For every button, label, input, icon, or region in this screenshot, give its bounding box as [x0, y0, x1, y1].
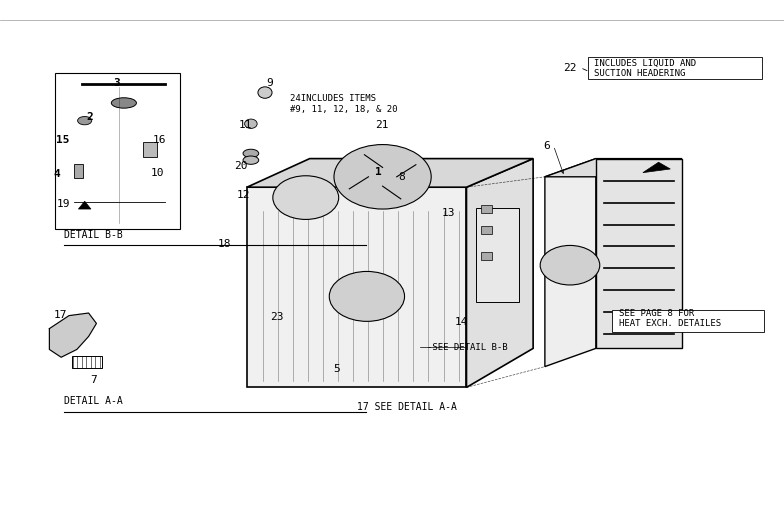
Text: INCLUDES LIQUID AND
SUCTION HEADERING: INCLUDES LIQUID AND SUCTION HEADERING — [594, 59, 696, 79]
Text: 14: 14 — [455, 317, 468, 328]
Bar — [481, 252, 492, 260]
Text: 9: 9 — [267, 78, 274, 88]
Text: 3: 3 — [114, 78, 121, 88]
Polygon shape — [545, 159, 682, 177]
Text: -SEE DETAIL B-B: -SEE DETAIL B-B — [427, 343, 508, 352]
Text: 11: 11 — [239, 120, 252, 130]
Text: 12: 12 — [237, 190, 250, 200]
Polygon shape — [247, 159, 533, 187]
Bar — [55, 73, 180, 229]
Text: 19: 19 — [56, 199, 70, 209]
Ellipse shape — [78, 116, 92, 125]
Text: 22: 22 — [563, 62, 576, 73]
Text: 23: 23 — [270, 312, 284, 322]
Ellipse shape — [243, 149, 259, 158]
Text: 17: 17 — [53, 309, 67, 320]
Ellipse shape — [245, 119, 257, 128]
Bar — [481, 205, 492, 213]
Text: 6: 6 — [543, 140, 550, 151]
Bar — [612, 310, 764, 332]
Text: 24INCLUDES ITEMS
#9, 11, 12, 18, & 20: 24INCLUDES ITEMS #9, 11, 12, 18, & 20 — [290, 94, 397, 114]
Text: 20: 20 — [234, 161, 247, 172]
Circle shape — [273, 176, 339, 219]
Text: 15: 15 — [56, 135, 70, 146]
Bar — [72, 356, 102, 368]
Text: 10: 10 — [151, 167, 164, 178]
Text: DETAIL B-B: DETAIL B-B — [64, 230, 123, 240]
Bar — [481, 226, 492, 234]
Circle shape — [334, 145, 431, 209]
Text: 17 SEE DETAIL A-A: 17 SEE DETAIL A-A — [357, 401, 456, 412]
Text: 18: 18 — [218, 239, 231, 250]
Text: DETAIL A-A: DETAIL A-A — [64, 396, 123, 407]
Bar — [588, 57, 762, 79]
Text: 1: 1 — [375, 166, 382, 177]
Bar — [74, 164, 83, 178]
Ellipse shape — [258, 87, 272, 98]
Text: 21: 21 — [375, 120, 388, 130]
Text: 13: 13 — [441, 208, 455, 218]
Polygon shape — [247, 187, 466, 387]
Ellipse shape — [243, 156, 259, 164]
Bar — [476, 208, 519, 302]
Polygon shape — [545, 159, 596, 367]
Polygon shape — [596, 159, 682, 348]
Ellipse shape — [111, 98, 136, 108]
Text: SEE PAGE 8 FOR
HEAT EXCH. DETAILES: SEE PAGE 8 FOR HEAT EXCH. DETAILES — [619, 308, 721, 328]
Polygon shape — [78, 201, 91, 209]
Text: 8: 8 — [398, 172, 405, 182]
Text: 4: 4 — [53, 169, 60, 179]
Circle shape — [540, 245, 600, 285]
Polygon shape — [49, 313, 96, 357]
Polygon shape — [466, 159, 533, 387]
Bar — [143, 142, 157, 157]
Circle shape — [329, 271, 405, 321]
Text: 16: 16 — [153, 135, 166, 146]
Text: 2: 2 — [86, 112, 93, 122]
Polygon shape — [643, 162, 670, 173]
Text: 5: 5 — [333, 364, 340, 374]
Text: 7: 7 — [90, 374, 97, 385]
